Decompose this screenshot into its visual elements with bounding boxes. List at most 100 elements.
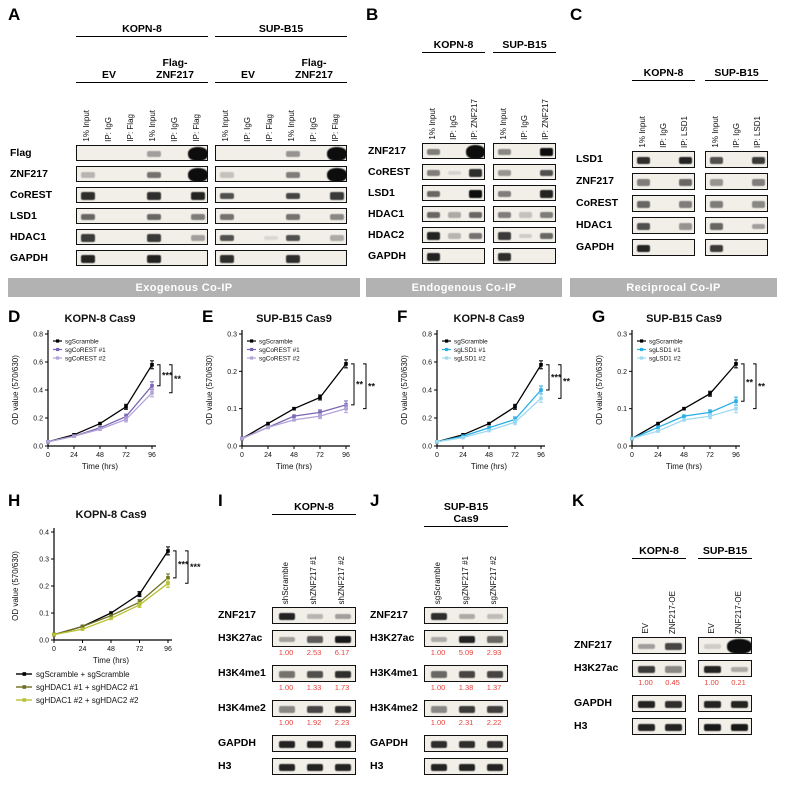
protein-band <box>498 190 511 198</box>
lane-label: shZNF217 #1 <box>300 518 328 604</box>
lane-label-text: sgZNF217 #1 <box>461 555 470 604</box>
protein-band <box>286 234 300 242</box>
protein-band <box>191 235 205 241</box>
protein-band <box>81 192 95 200</box>
antibody-label: H3 <box>574 720 588 732</box>
blot-strip <box>493 206 556 222</box>
x-tick-label: 96 <box>537 452 545 459</box>
protein-band <box>334 705 352 714</box>
blot-strip <box>215 250 347 266</box>
blot-strip <box>76 208 208 224</box>
antibody-label: GAPDH <box>576 241 614 253</box>
protein-band <box>448 212 461 218</box>
y-tick-label: 0.1 <box>39 611 49 618</box>
y-tick-label: 0.2 <box>617 369 627 376</box>
chart-svg-H: 0.0 0.1 0.2 0.3 0.4 0 24 48 72 96 KOPN-8 Cas9 OD va… <box>11 509 201 705</box>
y-tick-label: 0.2 <box>227 369 237 376</box>
lane-label-text: IP: LSD1 <box>679 115 689 148</box>
protein-band <box>704 723 721 732</box>
blot-endogenous-coip: KOPN-8 SUP-B15 1% Input IP: IgG IP: ZNF217 1%… <box>368 36 560 276</box>
blot-strip <box>76 187 208 203</box>
antibody-label: H3K4me2 <box>218 702 266 714</box>
antibody-label: ZNF217 <box>10 168 48 180</box>
panel-H: H 0.0 0.1 0.2 0.3 0.4 0 24 48 72 96 KOPN-8 Cas9 OD … <box>8 492 218 742</box>
x-tick-label: 96 <box>732 452 740 459</box>
protein-band <box>498 149 511 155</box>
x-tick-label: 48 <box>680 452 688 459</box>
protein-band <box>147 192 161 200</box>
x-tick-label: 48 <box>96 452 104 459</box>
lane-label: IP: IgG <box>726 84 747 148</box>
protein-band <box>458 635 476 644</box>
lane-label-text: shZNF217 #2 <box>337 555 346 604</box>
significance-label: *** <box>551 372 562 382</box>
blot-strip <box>632 151 695 168</box>
protein-band <box>469 211 482 219</box>
antibody-label: H3K4me1 <box>218 667 266 679</box>
blot-strip <box>698 695 752 712</box>
banner-reciprocal-coip: Reciprocal Co-IP <box>570 278 777 297</box>
cell-line-header: SUP-B15 <box>215 16 347 37</box>
antibody-label: ZNF217 <box>218 609 256 621</box>
antibody-label: ZNF217 <box>368 145 406 157</box>
blot-strip <box>272 630 356 647</box>
legend-label: sgLSD1 #1 <box>454 347 486 354</box>
chart-svg-F: 0.0 0.2 0.4 0.6 0.8 0 24 48 72 96 KOPN-8 Cas9 OD va… <box>400 313 571 471</box>
protein-band <box>458 740 476 749</box>
protein-band <box>710 201 723 208</box>
lane-label-text: IP: IgG <box>519 115 529 140</box>
significance-label: ** <box>563 377 571 387</box>
lane-label-text: ZNF217-OE <box>667 590 677 634</box>
protein-band <box>665 642 682 651</box>
antibody-label: GAPDH <box>10 252 48 264</box>
chart-title: SUP-B15 Cas9 <box>646 313 722 325</box>
growth-chart-kopn8-lsd1: 0.0 0.2 0.4 0.6 0.8 0 24 48 72 96 KOPN-8 Cas9 OD va… <box>397 308 587 488</box>
x-tick-label: 72 <box>511 452 519 459</box>
protein-band <box>665 666 682 673</box>
cell-line-header: Flag- ZNF217 <box>281 40 347 83</box>
protein-band <box>330 214 344 220</box>
y-axis-label: OD value (570/630) <box>400 355 409 425</box>
x-tick-label: 0 <box>52 646 56 653</box>
protein-band <box>637 179 650 186</box>
quant-value: 2.23 <box>334 718 350 727</box>
panel-E: E 0.0 0.1 0.2 0.3 0 24 48 72 96 SUP-B15 Cas9 OD va… <box>202 308 392 488</box>
antibody-label: H3K4me2 <box>370 702 418 714</box>
legend-label: sgLSD1 #1 <box>649 347 681 354</box>
blot-strip <box>215 187 347 203</box>
lane-label-text: sgZNF217 #2 <box>489 555 498 604</box>
x-tick-label: 0 <box>435 452 439 459</box>
panel-J-letter: J <box>370 491 380 510</box>
x-tick-label: 24 <box>70 452 78 459</box>
protein-band <box>81 213 95 221</box>
lane-label-text: IP: ZNF217 <box>469 99 479 140</box>
protein-band <box>665 700 682 709</box>
lane-label: 1% Input <box>215 86 237 142</box>
legend-label: sgCoREST #1 <box>65 347 106 354</box>
protein-band <box>334 670 352 679</box>
lane-label: 1% Input <box>142 86 164 142</box>
protein-band <box>430 740 448 749</box>
blot-strip <box>215 145 347 161</box>
y-tick-label: 0.4 <box>39 530 49 537</box>
blot-strip <box>422 143 485 159</box>
protein-band <box>710 223 723 230</box>
protein-band <box>81 234 95 242</box>
quant-value: 1.73 <box>334 683 350 692</box>
protein-band <box>638 700 655 709</box>
blot-strip <box>215 166 347 182</box>
protein-band <box>330 192 344 200</box>
legend-label: sgLSD1 #2 <box>649 355 681 362</box>
x-tick-label: 72 <box>136 646 144 653</box>
antibody-label: CoREST <box>576 197 618 209</box>
protein-band <box>486 613 504 620</box>
protein-band <box>278 763 296 772</box>
protein-band <box>704 700 721 709</box>
antibody-label: H3 <box>218 760 232 772</box>
blot-strip <box>272 665 356 682</box>
chart-title: SUP-B15 Cas9 <box>256 313 332 325</box>
protein-band <box>679 223 692 230</box>
protein-band <box>469 190 482 198</box>
y-tick-label: 0.2 <box>33 416 43 423</box>
panel-D-letter: D <box>8 307 21 326</box>
